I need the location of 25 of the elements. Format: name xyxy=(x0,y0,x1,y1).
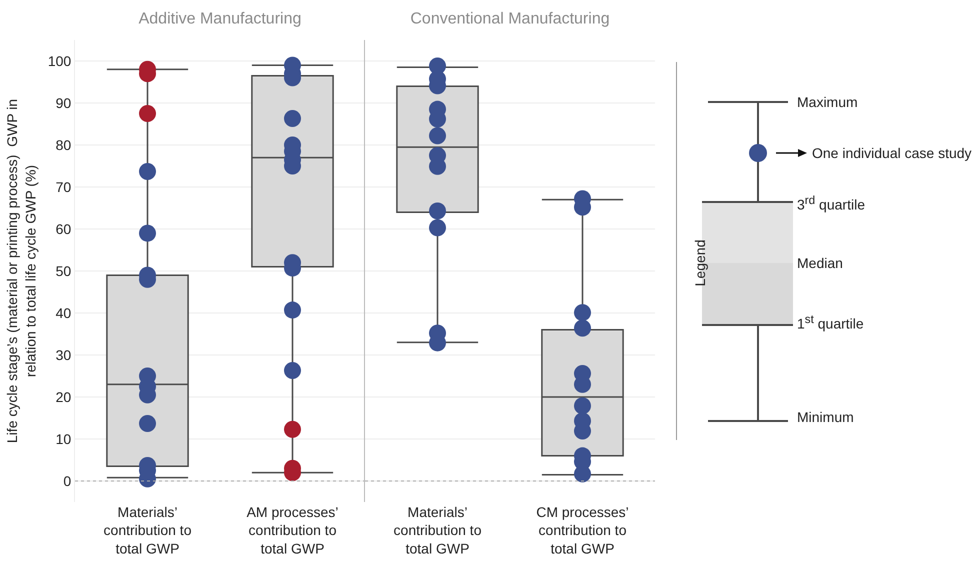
text: One individual case study xyxy=(812,145,972,161)
y-tick-label: 100 xyxy=(48,52,72,69)
y-tick-label: 0 xyxy=(63,472,72,489)
y-tick-label: 20 xyxy=(56,388,72,405)
y-tick-label: 90 xyxy=(56,94,72,111)
y-tick-label: 40 xyxy=(56,304,72,321)
text: 3$^{rd}$ quartile xyxy=(797,193,865,213)
y-tick-label: 50 xyxy=(56,262,72,279)
text: Maximum xyxy=(797,94,858,110)
text: Legend xyxy=(692,240,708,286)
text: 1$^{st}$ quartile xyxy=(797,312,864,332)
x-tick-label: AM processes’ contribution to total GWP xyxy=(246,504,338,556)
y-tick-label: 30 xyxy=(56,346,72,363)
chart-title: Additive Manufacturing xyxy=(138,10,302,28)
y-tick-label: 70 xyxy=(56,178,72,195)
y-tick-label: 80 xyxy=(56,136,72,153)
chart-title: Conventional Manufacturing xyxy=(410,10,610,28)
text: Median xyxy=(797,255,843,271)
y-tick-label: 60 xyxy=(56,220,72,237)
text: Minimum xyxy=(797,409,854,425)
x-tick-label: CM processes’ contribution to total GWP xyxy=(536,504,629,556)
x-tick-label: Materials’ contribution to total GWP xyxy=(394,504,482,556)
y-axis-title: Life cycle stage’s (material or printing process) GWP in relation to total life cycle GWP (%) xyxy=(4,98,38,444)
y-tick-label: 10 xyxy=(56,430,72,447)
x-tick-label: Materials’ contribution to total GWP xyxy=(104,504,192,556)
